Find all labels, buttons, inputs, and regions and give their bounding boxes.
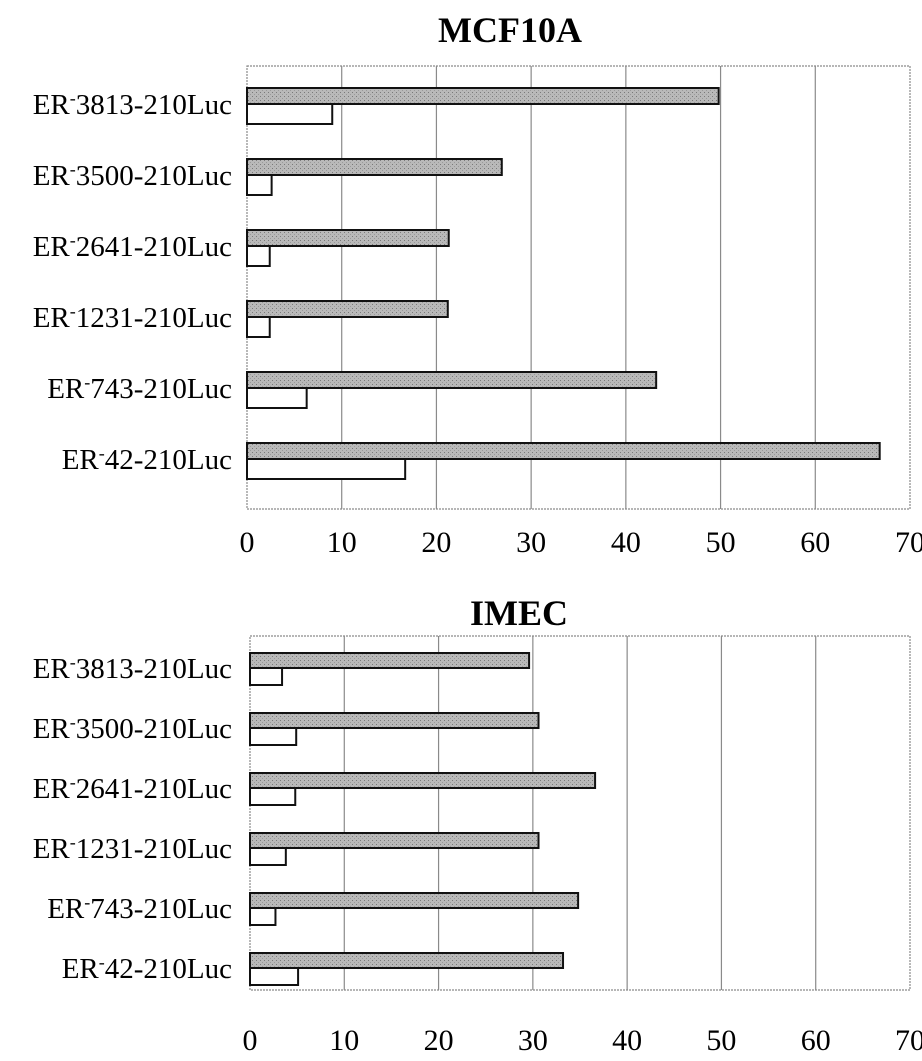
- x-tick-label: 50: [706, 526, 736, 559]
- label-rest: 1231-210Luc: [76, 302, 232, 334]
- bar-series-1: [249, 772, 597, 789]
- plot-frame: [249, 635, 911, 991]
- label-rest: 3500-210Luc: [76, 713, 232, 745]
- x-tick-label: 40: [611, 526, 641, 559]
- label-superscript: -: [70, 652, 76, 672]
- label-rest: 1231-210Luc: [76, 833, 232, 865]
- label-rest: 2641-210Luc: [76, 231, 232, 263]
- label-superscript: -: [99, 952, 105, 972]
- label-superscript: -: [70, 230, 76, 250]
- chart-title: MCF10A: [438, 10, 582, 50]
- x-tick-label: 10: [327, 526, 357, 559]
- bar-series-1: [246, 300, 449, 318]
- x-tick-label: 10: [329, 1024, 359, 1057]
- bar-series-2: [249, 727, 298, 746]
- bar-series-2: [249, 787, 297, 806]
- bar-series-1: [249, 892, 580, 909]
- x-tick-label: 0: [243, 1024, 258, 1057]
- label-prefix: ER: [47, 893, 85, 925]
- label-prefix: ER: [47, 373, 85, 405]
- bar-series-2: [249, 907, 277, 926]
- x-tick-label: 20: [424, 1024, 454, 1057]
- y-category-label: ER-743-210Luc: [47, 892, 232, 925]
- plot-area: 0 10 20 30 40 50 60 70ER-3813-210LucER-3500-210…: [33, 635, 922, 1057]
- bar-series-2: [246, 103, 334, 125]
- x-tick-label: 60: [800, 526, 830, 559]
- x-tick-label: 20: [421, 526, 451, 559]
- label-rest: 2641-210Luc: [76, 773, 232, 805]
- bar-series-1: [249, 652, 531, 669]
- bar-series-2: [246, 316, 271, 338]
- chart-panel-mcf10a: MCF10A 0 10 20 30 40 50 60 70ER-3813-210LucER-3…: [33, 10, 922, 559]
- x-tick-label: 0: [240, 526, 255, 559]
- x-tick-label: 40: [612, 1024, 642, 1057]
- label-superscript: -: [99, 443, 105, 463]
- label-rest: 42-210Luc: [105, 953, 232, 985]
- label-rest: 3813-210Luc: [76, 653, 232, 685]
- bar-series-1: [249, 832, 540, 849]
- bar-series-2: [246, 387, 308, 409]
- y-category-label: ER-42-210Luc: [62, 952, 232, 985]
- x-tick-label: 30: [518, 1024, 548, 1057]
- x-tick-label: 70: [895, 1024, 922, 1057]
- label-prefix: ER: [33, 302, 71, 334]
- y-category-label: ER-743-210Luc: [47, 372, 232, 405]
- label-prefix: ER: [33, 160, 71, 192]
- label-rest: 743-210Luc: [90, 373, 232, 405]
- y-category-label: ER-1231-210Luc: [33, 832, 232, 865]
- bar-series-2: [249, 967, 300, 986]
- label-superscript: -: [84, 372, 90, 392]
- bar-series-1: [246, 87, 720, 105]
- bar-series-2: [246, 458, 407, 480]
- y-category-label: ER-3813-210Luc: [33, 88, 232, 121]
- label-prefix: ER: [33, 713, 71, 745]
- plot-area: 0 10 20 30 40 50 60 70ER-3813-210LucER-3500-210…: [33, 65, 922, 559]
- chart-title: IMEC: [470, 593, 568, 633]
- y-category-label: ER-42-210Luc: [62, 443, 232, 476]
- bar-series-2: [246, 245, 271, 267]
- y-category-label: ER-2641-210Luc: [33, 230, 232, 263]
- label-rest: 3813-210Luc: [76, 89, 232, 121]
- label-superscript: -: [70, 772, 76, 792]
- label-superscript: -: [84, 892, 90, 912]
- label-rest: 743-210Luc: [90, 893, 232, 925]
- bar-series-1: [246, 158, 503, 176]
- x-tick-label: 30: [516, 526, 546, 559]
- label-prefix: ER: [62, 444, 100, 476]
- chart-panel-imec: IMEC 0 10 20 30 40 50 60 70ER-3813-210LucER-350…: [33, 593, 922, 1057]
- bar-series-1: [246, 371, 658, 389]
- bar-series-2: [249, 667, 284, 686]
- y-category-label: ER-1231-210Luc: [33, 301, 232, 334]
- y-category-label: ER-3500-210Luc: [33, 159, 232, 192]
- y-category-label: ER-2641-210Luc: [33, 772, 232, 805]
- plot-frame: [246, 65, 911, 510]
- label-rest: 3500-210Luc: [76, 160, 232, 192]
- x-tick-label: 60: [801, 1024, 831, 1057]
- label-superscript: -: [70, 712, 76, 732]
- bar-series-1: [246, 229, 450, 247]
- label-rest: 42-210Luc: [105, 444, 232, 476]
- y-category-label: ER-3813-210Luc: [33, 652, 232, 685]
- bar-series-2: [249, 847, 287, 866]
- bar-series-1: [249, 952, 565, 969]
- label-prefix: ER: [62, 953, 100, 985]
- bar-series-1: [249, 712, 540, 729]
- label-superscript: -: [70, 88, 76, 108]
- label-prefix: ER: [33, 231, 71, 263]
- y-category-label: ER-3500-210Luc: [33, 712, 232, 745]
- label-superscript: -: [70, 832, 76, 852]
- label-prefix: ER: [33, 89, 71, 121]
- label-prefix: ER: [33, 773, 71, 805]
- label-superscript: -: [70, 159, 76, 179]
- x-tick-label: 50: [706, 1024, 736, 1057]
- label-prefix: ER: [33, 833, 71, 865]
- x-tick-label: 70: [895, 526, 922, 559]
- bar-series-2: [246, 174, 273, 196]
- label-superscript: -: [70, 301, 76, 321]
- bar-series-1: [246, 442, 881, 460]
- label-prefix: ER: [33, 653, 71, 685]
